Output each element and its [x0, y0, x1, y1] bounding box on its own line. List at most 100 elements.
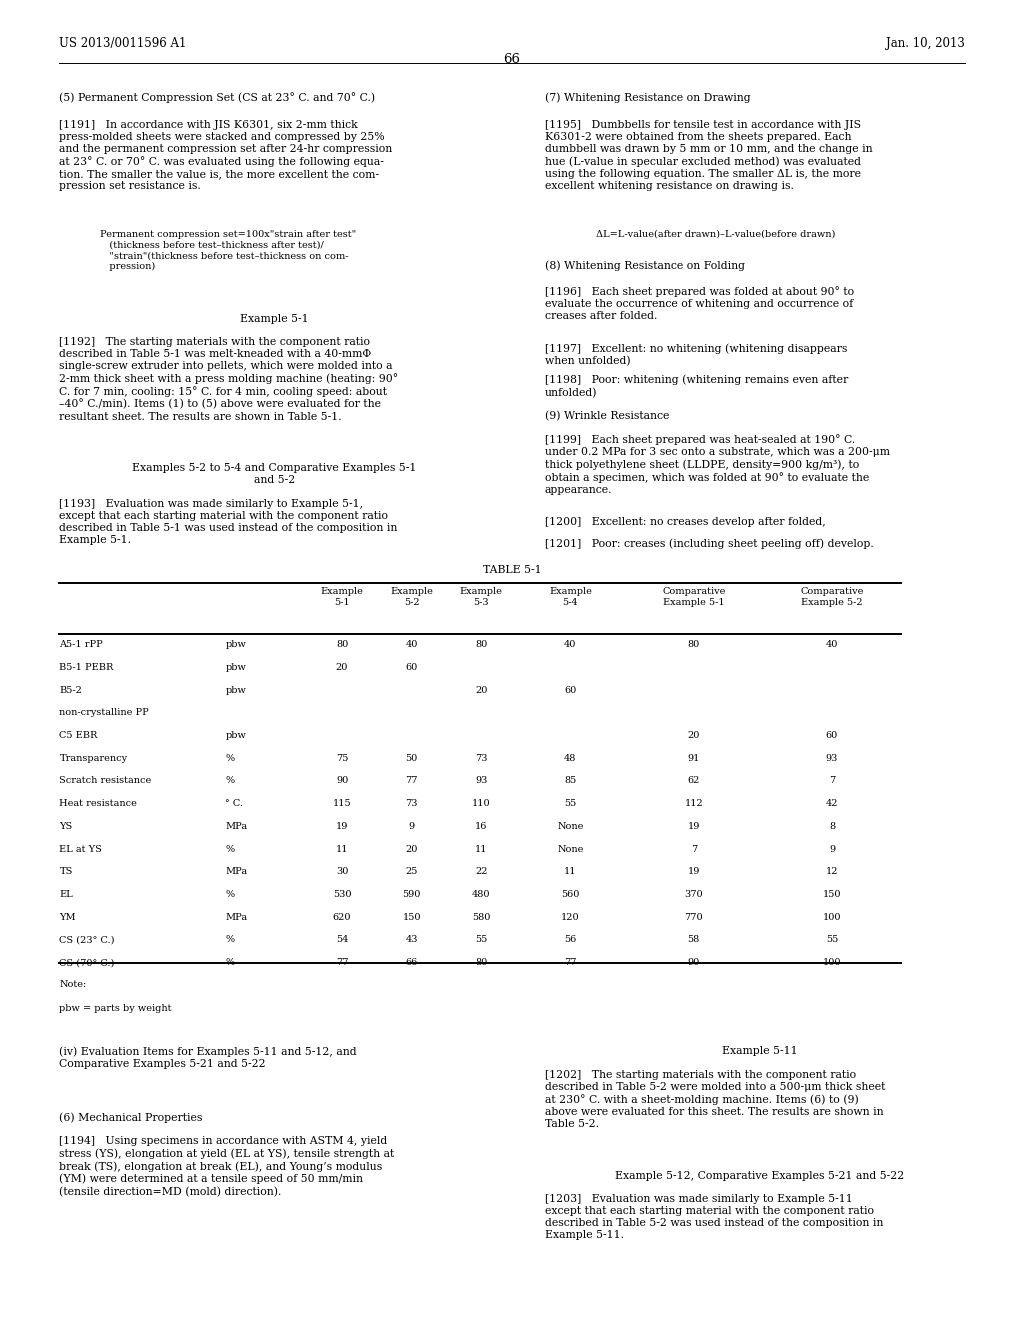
- Text: [1194]   Using specimens in accordance with ASTM 4, yield
stress (YS), elongatio: [1194] Using specimens in accordance wit…: [59, 1137, 394, 1197]
- Text: (8) Whitening Resistance on Folding: (8) Whitening Resistance on Folding: [545, 260, 744, 271]
- Text: 20: 20: [406, 845, 418, 854]
- Text: 100: 100: [822, 912, 842, 921]
- Text: pbw: pbw: [225, 731, 246, 741]
- Text: 77: 77: [336, 958, 348, 968]
- Text: 90: 90: [336, 776, 348, 785]
- Text: 80: 80: [336, 640, 348, 649]
- Text: [1195]   Dumbbells for tensile test in accordance with JIS
K6301-2 were obtained: [1195] Dumbbells for tensile test in acc…: [545, 120, 872, 191]
- Text: Jan. 10, 2013: Jan. 10, 2013: [886, 37, 965, 50]
- Text: ° C.: ° C.: [225, 799, 244, 808]
- Text: MPa: MPa: [225, 867, 248, 876]
- Text: 62: 62: [687, 776, 700, 785]
- Text: 73: 73: [475, 754, 487, 763]
- Text: [1201]   Poor: creases (including sheet peeling off) develop.: [1201] Poor: creases (including sheet pe…: [545, 539, 873, 549]
- Text: 80: 80: [688, 640, 699, 649]
- Text: A5-1 rPP: A5-1 rPP: [59, 640, 103, 649]
- Text: Examples 5-2 to 5-4 and Comparative Examples 5-1
and 5-2: Examples 5-2 to 5-4 and Comparative Exam…: [132, 463, 417, 486]
- Text: TABLE 5-1: TABLE 5-1: [482, 565, 542, 576]
- Text: [1193]   Evaluation was made similarly to Example 5-1,
except that each starting: [1193] Evaluation was made similarly to …: [59, 499, 397, 545]
- Text: 40: 40: [825, 640, 839, 649]
- Text: Example 5-12, Comparative Examples 5-21 and 5-22: Example 5-12, Comparative Examples 5-21 …: [615, 1171, 904, 1180]
- Text: 66: 66: [504, 53, 520, 66]
- Text: %: %: [225, 776, 234, 785]
- Text: 7: 7: [828, 776, 836, 785]
- Text: (iv) Evaluation Items for Examples 5-11 and 5-12, and
Comparative Examples 5-21 : (iv) Evaluation Items for Examples 5-11 …: [59, 1047, 357, 1069]
- Text: [1191]   In accordance with JIS K6301, six 2-mm thick
press-molded sheets were s: [1191] In accordance with JIS K6301, six…: [59, 120, 392, 191]
- Text: None: None: [557, 845, 584, 854]
- Text: 91: 91: [687, 754, 700, 763]
- Text: [1197]   Excellent: no whitening (whitening disappears
when unfolded): [1197] Excellent: no whitening (whitenin…: [545, 343, 847, 366]
- Text: 100: 100: [822, 958, 842, 968]
- Text: [1203]   Evaluation was made similarly to Example 5-11
except that each starting: [1203] Evaluation was made similarly to …: [545, 1195, 883, 1241]
- Text: ΔL=L-value(after drawn)–L-value(before drawn): ΔL=L-value(after drawn)–L-value(before d…: [596, 230, 836, 239]
- Text: C5 EBR: C5 EBR: [59, 731, 97, 741]
- Text: Example
5-2: Example 5-2: [390, 587, 433, 607]
- Text: 22: 22: [475, 867, 487, 876]
- Text: Comparative
Example 5-1: Comparative Example 5-1: [663, 587, 725, 607]
- Text: 93: 93: [475, 776, 487, 785]
- Text: 12: 12: [825, 867, 839, 876]
- Text: EL at YS: EL at YS: [59, 845, 102, 854]
- Text: (9) Wrinkle Resistance: (9) Wrinkle Resistance: [545, 411, 669, 421]
- Text: 60: 60: [406, 663, 418, 672]
- Text: 42: 42: [825, 799, 839, 808]
- Text: 77: 77: [564, 958, 577, 968]
- Text: 580: 580: [472, 912, 490, 921]
- Text: MPa: MPa: [225, 912, 248, 921]
- Text: EL: EL: [59, 890, 73, 899]
- Text: 560: 560: [561, 890, 580, 899]
- Text: 50: 50: [406, 754, 418, 763]
- Text: non-crystalline PP: non-crystalline PP: [59, 709, 150, 717]
- Text: pbw: pbw: [225, 663, 246, 672]
- Text: 8: 8: [829, 822, 835, 830]
- Text: 58: 58: [688, 936, 699, 944]
- Text: [1196]   Each sheet prepared was folded at about 90° to
evaluate the occurrence : [1196] Each sheet prepared was folded at…: [545, 286, 854, 321]
- Text: TS: TS: [59, 867, 73, 876]
- Text: 112: 112: [684, 799, 703, 808]
- Text: [1198]   Poor: whitening (whitening remains even after
unfolded): [1198] Poor: whitening (whitening remain…: [545, 375, 848, 397]
- Text: 19: 19: [687, 867, 700, 876]
- Text: 75: 75: [336, 754, 348, 763]
- Text: YM: YM: [59, 912, 76, 921]
- Text: %: %: [225, 958, 234, 968]
- Text: Example
5-1: Example 5-1: [321, 587, 364, 607]
- Text: 54: 54: [336, 936, 348, 944]
- Text: 590: 590: [402, 890, 421, 899]
- Text: 11: 11: [336, 845, 348, 854]
- Text: 11: 11: [564, 867, 577, 876]
- Text: 9: 9: [829, 845, 835, 854]
- Text: 20: 20: [687, 731, 700, 741]
- Text: 25: 25: [406, 867, 418, 876]
- Text: 73: 73: [406, 799, 418, 808]
- Text: Example
5-4: Example 5-4: [549, 587, 592, 607]
- Text: 56: 56: [564, 936, 577, 944]
- Text: 7: 7: [690, 845, 697, 854]
- Text: 80: 80: [475, 958, 487, 968]
- Text: 530: 530: [333, 890, 351, 899]
- Text: 55: 55: [475, 936, 487, 944]
- Text: 85: 85: [564, 776, 577, 785]
- Text: 115: 115: [333, 799, 351, 808]
- Text: Note:: Note:: [59, 981, 87, 990]
- Text: 770: 770: [684, 912, 703, 921]
- Text: Example 5-1: Example 5-1: [240, 314, 309, 325]
- Text: Heat resistance: Heat resistance: [59, 799, 137, 808]
- Text: 40: 40: [564, 640, 577, 649]
- Text: CS (70° C.): CS (70° C.): [59, 958, 115, 968]
- Text: 16: 16: [475, 822, 487, 830]
- Text: 66: 66: [406, 958, 418, 968]
- Text: 48: 48: [564, 754, 577, 763]
- Text: MPa: MPa: [225, 822, 248, 830]
- Text: pbw: pbw: [225, 640, 246, 649]
- Text: 19: 19: [336, 822, 348, 830]
- Text: Scratch resistance: Scratch resistance: [59, 776, 152, 785]
- Text: 620: 620: [333, 912, 351, 921]
- Text: 43: 43: [406, 936, 418, 944]
- Text: (5) Permanent Compression Set (CS at 23° C. and 70° C.): (5) Permanent Compression Set (CS at 23°…: [59, 92, 376, 103]
- Text: (7) Whitening Resistance on Drawing: (7) Whitening Resistance on Drawing: [545, 92, 751, 103]
- Text: (6) Mechanical Properties: (6) Mechanical Properties: [59, 1113, 203, 1123]
- Text: 40: 40: [406, 640, 418, 649]
- Text: [1199]   Each sheet prepared was heat-sealed at 190° C.
under 0.2 MPa for 3 sec : [1199] Each sheet prepared was heat-seal…: [545, 434, 890, 495]
- Text: [1192]   The starting materials with the component ratio
described in Table 5-1 : [1192] The starting materials with the c…: [59, 337, 398, 421]
- Text: pbw: pbw: [225, 685, 246, 694]
